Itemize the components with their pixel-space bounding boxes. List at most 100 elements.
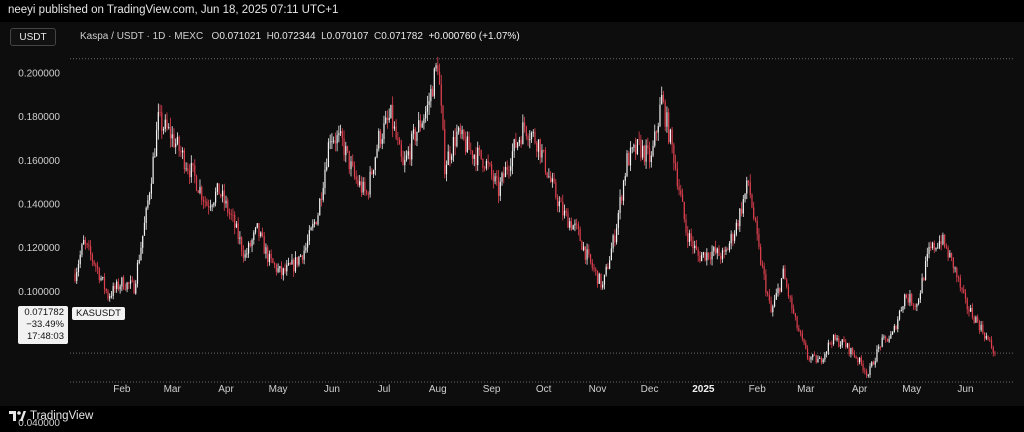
candle-body [588,249,590,255]
candle-body [345,146,347,156]
candle-body [994,352,996,354]
candle-body [326,166,328,170]
candle-body [478,147,481,150]
y-tick-label: 0.160000 [18,156,60,167]
candle-body [305,247,307,251]
candle-body [149,193,151,201]
candle-body [353,165,356,177]
candle-body [421,123,423,128]
candle-body [430,88,432,102]
candle-body [780,278,783,292]
candle-body [728,243,731,251]
candle-body [331,141,333,142]
legend-high: 0.072344 [273,31,316,42]
candle-body [746,180,748,194]
candle-body [876,348,878,362]
candle-body [558,201,560,207]
legend-symbol[interactable]: Kaspa / USDT · 1D · MEXC [80,31,204,42]
candle-body [265,247,267,254]
candle-body [596,270,599,284]
candle-body [536,142,538,152]
candle-body [431,88,434,97]
candle-body [784,268,786,280]
candle-body [697,249,699,256]
candle-body [845,342,847,348]
candle-body [161,112,163,131]
candle-body [664,101,666,127]
candle-body [251,239,253,247]
candle-body [798,328,800,332]
candle-body [93,260,95,265]
candle-body [841,339,843,345]
candle-body [553,178,555,183]
candle-body [523,122,526,127]
candle-body [364,181,366,191]
candle-body [490,164,493,175]
candle-body [425,111,427,119]
candle-body [831,343,833,345]
candle-body [581,240,583,250]
candle-body [652,145,654,156]
candle-body [694,245,696,249]
candle-body [853,353,856,357]
candle-body [103,277,106,290]
candle-body [614,235,616,243]
candle-body [327,142,330,167]
candle-body [482,158,484,168]
candle-body [983,333,986,339]
candle-body [320,198,323,200]
candle-body [303,250,305,260]
candle-body [277,268,279,272]
candle-body [662,94,665,102]
chart-panel[interactable] [0,22,1024,406]
candle-body [582,246,585,250]
candle-body [445,165,448,175]
candle-body [197,190,199,193]
candle-body [761,264,764,267]
candle-body [819,357,821,359]
candle-body [359,181,361,186]
candle-body [584,246,586,260]
candle-body [201,187,203,200]
candle-body [803,338,805,344]
candle-body [452,136,455,157]
candle-body [147,200,149,208]
candle-body [556,197,559,207]
candle-body [683,201,685,220]
candle-body [487,160,489,164]
candle-body [763,266,765,275]
candle-body [192,163,194,166]
candle-body [862,363,864,371]
candle-body [779,288,781,292]
currency-button[interactable]: USDT [10,28,56,46]
candle-body [891,332,894,335]
candle-body [397,138,399,140]
candle-body [749,182,751,195]
published-header: neeyi published on TradingView.com, Jun … [8,4,339,16]
candle-body [957,277,960,278]
candle-body [112,286,114,296]
candle-body [692,240,694,249]
candle-body [176,136,179,144]
candle-body [760,246,762,265]
x-tick-label: Apr [852,384,868,395]
candle-body [454,136,456,147]
candle-body [605,266,607,275]
candle-body [721,250,724,260]
candle-body [897,319,899,330]
candle-body [237,223,239,240]
candle-body [610,248,612,261]
candle-body [360,181,363,193]
candle-body [272,258,274,264]
candle-body [419,120,422,128]
candle-body [572,225,574,230]
candle-body [518,139,520,143]
candle-body [621,196,623,201]
candle-body [879,346,882,348]
candle-body [341,131,343,139]
candle-body [801,332,803,339]
candle-body [725,249,727,252]
candle-body [737,222,739,227]
candle-body [747,180,750,183]
